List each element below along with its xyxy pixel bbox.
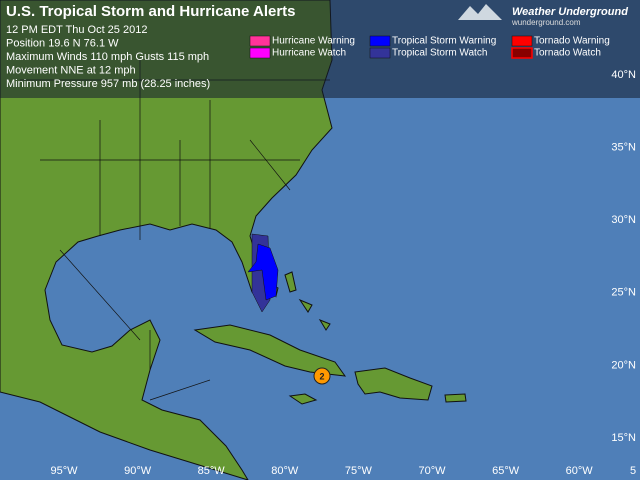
storm-icon [313, 367, 331, 385]
longitude-label: 85°W [198, 465, 226, 477]
legend-label: Hurricane Warning [272, 36, 355, 47]
legend-label: Hurricane Watch [272, 48, 346, 59]
storm-category: 2 [319, 371, 324, 381]
puerto-rico [444, 393, 467, 403]
info-line: Position 19.6 N 76.1 W [6, 37, 119, 49]
latitude-label: 40°N [611, 69, 636, 81]
grid-labels: 40°N 35°N 30°N 25°N 20°N 15°N 95°W 90°W 85°W 80°W… [50, 69, 636, 477]
tropical-storm-warning-area [247, 243, 279, 301]
logo-icon [458, 4, 502, 20]
latitude-label: 15°N [611, 432, 636, 444]
header-panel [0, 0, 640, 98]
legend-label: Tropical Storm Watch [392, 48, 487, 59]
longitude-label: 75°W [345, 465, 373, 477]
latitude-label: 35°N [611, 142, 636, 154]
latitude-label: 30°N [611, 214, 636, 226]
latitude-label: 25°N [611, 287, 636, 299]
info-line: Movement NNE at 12 mph [6, 64, 136, 76]
legend-label: Tropical Storm Warning [392, 36, 496, 47]
info-line: 12 PM EDT Thu Oct 25 2012 [6, 24, 147, 36]
legend-swatch [249, 35, 271, 47]
bahamas [271, 271, 331, 331]
storm: 2 [313, 367, 331, 385]
legend-swatch [369, 35, 391, 47]
longitude-label: 95°W [50, 465, 78, 477]
longitude-label: 70°W [418, 465, 446, 477]
longitude-label: 90°W [124, 465, 152, 477]
legend-label: Tornado Warning [534, 36, 610, 47]
cuba [193, 324, 347, 377]
legend-swatch [249, 47, 271, 59]
info-line: Minimum Pressure 957 mb (28.25 inches) [6, 78, 210, 90]
legend-swatch [511, 47, 533, 59]
longitude-label: 5 [630, 465, 636, 477]
title: U.S. Tropical Storm and Hurricane Alerts [6, 3, 296, 20]
longitude-label: 60°W [566, 465, 594, 477]
longitude-label: 65°W [492, 465, 520, 477]
jamaica [288, 393, 318, 405]
logo-name: Weather Underground [512, 6, 628, 18]
info-line: Maximum Winds 110 mph Gusts 115 mph [6, 51, 209, 63]
north-america [0, 0, 333, 480]
logo: Weather Underground wunderground.com [458, 4, 628, 27]
legend-label: Tornado Watch [534, 48, 601, 59]
legend-swatch [369, 47, 391, 59]
latitude-label: 20°N [611, 359, 636, 371]
longitude-label: 80°W [271, 465, 299, 477]
legend-swatch [511, 35, 533, 47]
hispaniola [354, 367, 433, 401]
logo-url: wunderground.com [511, 18, 581, 27]
